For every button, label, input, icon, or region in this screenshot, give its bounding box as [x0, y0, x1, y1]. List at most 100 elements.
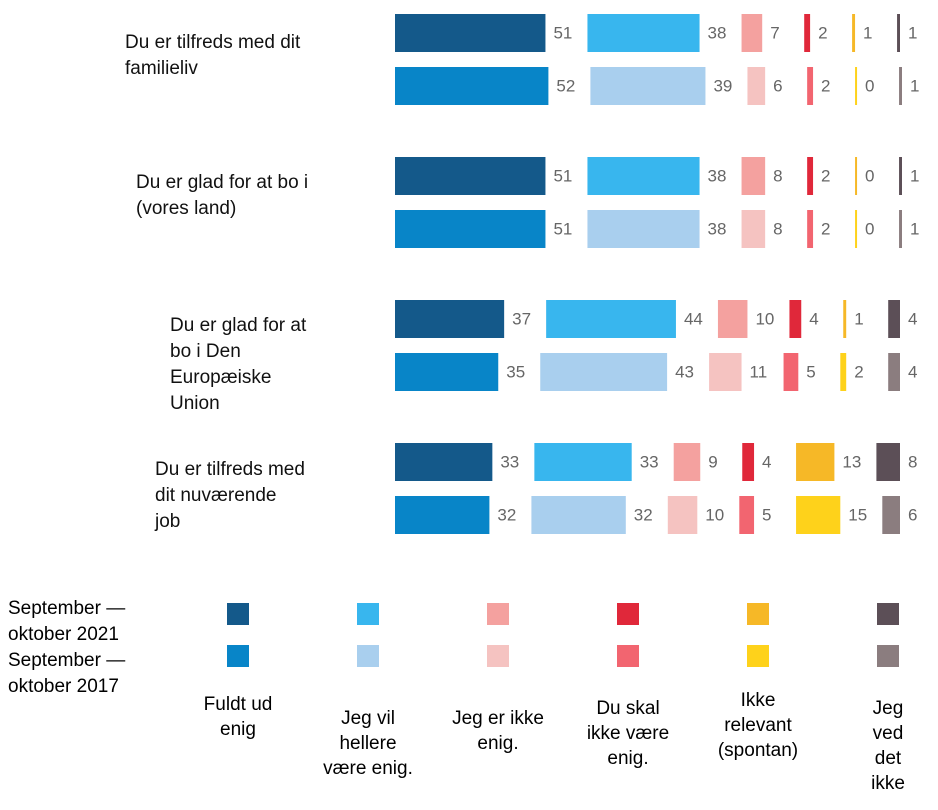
bar — [587, 14, 700, 52]
bar — [395, 210, 546, 248]
question-label: Du er glad for at bo i Den Europæiske Un… — [170, 315, 307, 414]
value-label: 51 — [553, 166, 572, 185]
bar — [843, 300, 847, 338]
bar — [796, 443, 835, 481]
value-label: 44 — [684, 309, 703, 328]
value-label: 38 — [708, 219, 727, 238]
bar — [395, 157, 546, 195]
legend-swatch — [617, 603, 639, 625]
legend-year: September — oktober 2017 — [8, 650, 126, 697]
value-label: 8 — [773, 219, 782, 238]
bar — [807, 210, 814, 248]
bar — [804, 14, 811, 52]
bar — [395, 67, 549, 105]
question-label: Du er glad for at bo i (vores land) — [136, 172, 309, 219]
legend-answer: Fuldt ud enig — [203, 694, 273, 740]
bar — [590, 67, 706, 105]
legend-answer: Ikke relevant (spontan) — [717, 690, 799, 761]
value-label: 32 — [497, 505, 516, 524]
legend-answer: Jeg er ikke enig. — [452, 708, 544, 754]
bar — [899, 67, 902, 105]
bar — [783, 353, 799, 391]
value-label: 0 — [865, 76, 874, 95]
bar — [855, 210, 858, 248]
bar — [531, 496, 626, 534]
legend-swatch — [357, 603, 379, 625]
bar — [395, 300, 505, 338]
value-label: 5 — [762, 505, 771, 524]
bar — [395, 353, 499, 391]
value-label: 5 — [806, 362, 815, 381]
legend-swatch — [617, 645, 639, 667]
bar — [852, 14, 856, 52]
legend-swatch — [487, 645, 509, 667]
value-label: 51 — [553, 23, 572, 42]
legend-swatch — [747, 603, 769, 625]
bar — [709, 353, 742, 391]
value-label: 9 — [708, 452, 717, 471]
bar — [395, 14, 546, 52]
bar — [534, 443, 632, 481]
value-label: 2 — [821, 219, 830, 238]
value-label: 1 — [854, 309, 863, 328]
value-label: 37 — [512, 309, 531, 328]
legend-answer: Du skal ikke være enig. — [586, 698, 670, 769]
value-label: 4 — [908, 309, 917, 328]
bar — [739, 496, 755, 534]
value-label: 1 — [908, 23, 917, 42]
value-label: 4 — [762, 452, 771, 471]
value-label: 1 — [910, 219, 919, 238]
bar — [807, 157, 814, 195]
legend-answer: Jeg vil hellere være enig. — [323, 708, 413, 779]
bar — [789, 300, 802, 338]
value-label: 39 — [713, 76, 732, 95]
legend-answer: Jeg ved det ikke — [871, 698, 905, 794]
bar — [855, 67, 858, 105]
legend-swatch — [227, 645, 249, 667]
value-label: 6 — [908, 505, 917, 524]
value-label: 1 — [910, 166, 919, 185]
legend-swatch — [357, 645, 379, 667]
value-label: 8 — [908, 452, 917, 471]
value-label: 2 — [818, 23, 827, 42]
bar — [882, 496, 900, 534]
bar — [899, 157, 902, 195]
bar — [876, 443, 900, 481]
legend-swatch — [487, 603, 509, 625]
value-label: 10 — [705, 505, 724, 524]
value-label: 33 — [500, 452, 519, 471]
bar — [546, 300, 676, 338]
value-label: 10 — [755, 309, 774, 328]
value-label: 52 — [556, 76, 575, 95]
value-label: 4 — [908, 362, 917, 381]
legend-swatch — [877, 645, 899, 667]
legend-year: September — oktober 2021 — [8, 598, 126, 645]
bar — [742, 443, 755, 481]
value-label: 15 — [848, 505, 867, 524]
bar — [587, 210, 700, 248]
bar — [587, 157, 700, 195]
legend-swatch — [227, 603, 249, 625]
value-label: 2 — [821, 166, 830, 185]
value-label: 1 — [910, 76, 919, 95]
value-label: 0 — [865, 219, 874, 238]
value-label: 35 — [506, 362, 525, 381]
value-label: 13 — [842, 452, 861, 471]
value-label: 51 — [553, 219, 572, 238]
bar — [807, 67, 814, 105]
bar — [741, 14, 763, 52]
bar — [717, 300, 748, 338]
bar — [395, 443, 493, 481]
bar — [540, 353, 668, 391]
value-label: 2 — [854, 362, 863, 381]
bar — [673, 443, 701, 481]
bar — [395, 496, 490, 534]
bar — [840, 353, 847, 391]
bar — [899, 210, 902, 248]
legend-swatch — [747, 645, 769, 667]
value-label: 38 — [708, 166, 727, 185]
bar — [741, 157, 766, 195]
question-label: Du er tilfreds med dit familieliv — [125, 32, 301, 79]
